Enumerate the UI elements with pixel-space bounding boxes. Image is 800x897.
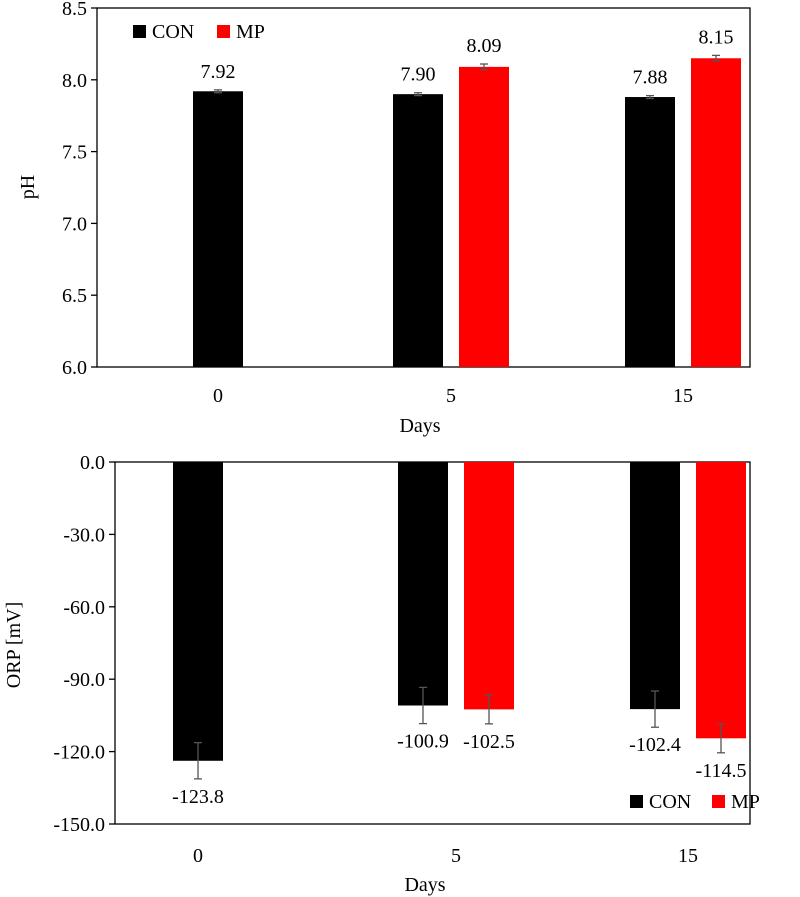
ph-bar-con (625, 97, 675, 368)
orp-x-axis-label: Days (404, 874, 445, 896)
orp-data-label: -102.5 (463, 731, 515, 753)
orp-x-tick-label: 0 (193, 845, 203, 867)
orp-bars (173, 462, 746, 761)
ph-data-labels: 7.92 7.90 8.09 7.88 8.15 (201, 26, 734, 88)
orp-legend-mp-swatch (712, 795, 725, 808)
ph-y-tick-label: 8.5 (62, 0, 87, 20)
ph-legend-con-label: CON (152, 21, 194, 43)
ph-x-categories: 0 5 15 (213, 385, 693, 407)
orp-x-tick-label: 15 (678, 845, 698, 867)
orp-data-labels: -123.8 -100.9 -102.5 -102.4 -114.5 (172, 731, 746, 808)
orp-data-label: -114.5 (696, 760, 747, 782)
orp-error-bar (194, 742, 202, 780)
orp-y-tick-label: -150.0 (53, 814, 105, 836)
ph-chart: 6.0 6.5 7.0 7.5 8.0 8.5 0 5 15 7.92 7.90 8.09 7.88… (17, 0, 751, 437)
orp-error-bar (419, 686, 427, 725)
ph-bar-con (393, 94, 443, 367)
orp-error-bar (717, 723, 725, 754)
orp-data-label: -102.4 (629, 734, 681, 756)
orp-data-label: -123.8 (172, 786, 224, 808)
ph-y-tick-label: 6.0 (62, 357, 87, 379)
orp-y-ticks: 0.0 -30.0 -60.0 -90.0 -120.0 -150.0 (53, 452, 115, 836)
orp-bar-mp (464, 462, 514, 710)
ph-error-bar (480, 63, 488, 71)
ph-y-tick-label: 7.0 (62, 213, 87, 235)
orp-y-tick-label: -90.0 (63, 669, 105, 691)
orp-bar-mp (696, 462, 746, 739)
orp-error-bar (651, 690, 659, 728)
orp-legend: CON MP (630, 791, 760, 813)
ph-legend: CON MP (133, 21, 265, 43)
ph-bars (193, 58, 741, 368)
ph-bar-con (193, 91, 243, 368)
ph-x-tick-label: 15 (673, 385, 693, 407)
orp-error-bars (194, 686, 725, 780)
orp-x-tick-label: 5 (451, 845, 461, 867)
ph-x-axis-label: Days (399, 415, 440, 437)
orp-error-bar (485, 694, 493, 725)
ph-x-tick-label: 5 (446, 385, 456, 407)
ph-legend-mp-swatch (217, 25, 230, 38)
orp-y-tick-label: -120.0 (53, 742, 105, 764)
ph-bar-mp (691, 58, 741, 367)
ph-y-tick-label: 8.0 (62, 70, 87, 92)
ph-bar-mp (459, 66, 509, 367)
orp-chart: 0.0 -30.0 -60.0 -90.0 -120.0 -150.0 0 5 15 -123… (3, 452, 760, 896)
orp-y-axis-label: ORP [mV] (3, 602, 25, 688)
ph-y-tick-label: 6.5 (62, 285, 87, 307)
orp-bar-con (398, 462, 448, 706)
ph-error-bar (646, 94, 654, 100)
orp-legend-con-swatch (630, 795, 643, 808)
ph-y-axis-label: pH (17, 175, 39, 199)
ph-x-tick-label: 0 (213, 385, 223, 407)
ph-data-label: 7.90 (401, 64, 436, 86)
orp-data-label: -100.9 (397, 731, 449, 753)
orp-y-tick-label: -60.0 (63, 597, 105, 619)
ph-error-bar (214, 89, 222, 94)
ph-legend-mp-label: MP (236, 21, 265, 43)
orp-bar-con (173, 462, 223, 761)
ph-data-label: 7.88 (633, 67, 668, 89)
orp-bar-con (630, 462, 680, 710)
ph-y-ticks: 6.0 6.5 7.0 7.5 8.0 8.5 (62, 0, 97, 379)
ph-y-tick-label: 7.5 (62, 142, 87, 164)
ph-error-bar (712, 54, 720, 62)
ph-data-label: 8.09 (467, 35, 502, 57)
ph-data-label: 7.92 (201, 61, 236, 83)
orp-legend-con-label: CON (649, 791, 691, 813)
ph-error-bar (414, 92, 422, 97)
orp-legend-mp-label: MP (731, 791, 760, 813)
orp-x-categories: 0 5 15 (193, 845, 698, 867)
ph-data-label: 8.15 (699, 26, 734, 48)
orp-y-tick-label: -30.0 (63, 524, 105, 546)
ph-error-bars (214, 54, 720, 100)
orp-y-tick-label: 0.0 (80, 452, 105, 474)
ph-legend-con-swatch (133, 25, 146, 38)
